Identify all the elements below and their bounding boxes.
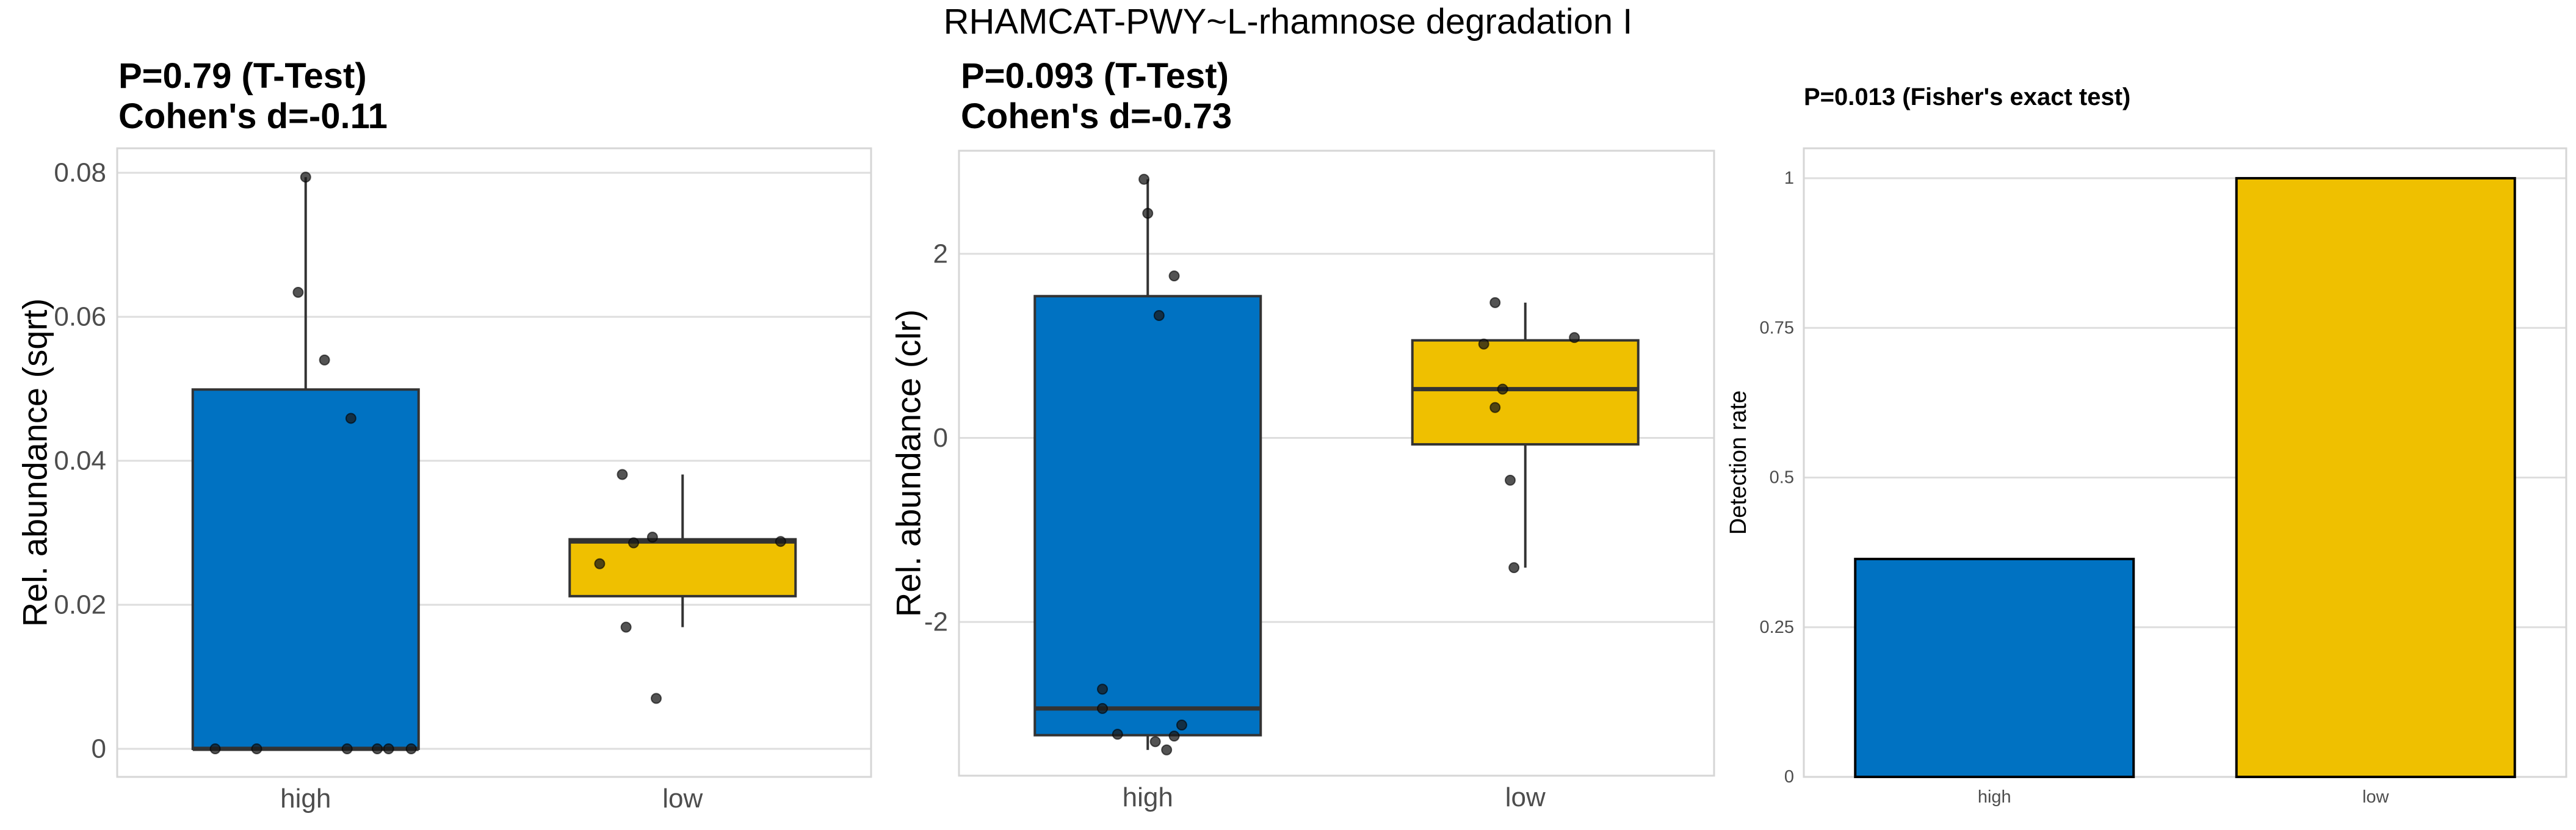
data-point-high (1097, 684, 1109, 695)
panel-2-title: P=0.093 (T-Test) Cohen's d=-0.73 (961, 56, 1232, 137)
data-point-high (319, 354, 330, 366)
panel-2-title-line-2: Cohen's d=-0.73 (961, 96, 1232, 136)
y-axis-title: Detection rate (1726, 391, 1751, 535)
data-point-high (1168, 270, 1180, 282)
y-tick-label: 0.04 (54, 446, 106, 476)
data-point-low (594, 558, 606, 569)
y-axis-title: Rel. abundance (clr) (889, 309, 928, 617)
y-tick-label: 0.08 (54, 158, 106, 188)
plot-frame (958, 150, 1715, 777)
x-tick-label-low: low (662, 784, 703, 814)
data-point-high (372, 743, 383, 754)
bar-high (1854, 557, 2135, 779)
data-point-high (1161, 744, 1173, 756)
y-tick-label: 1 (1784, 168, 1794, 188)
panel-1-title-line-2: Cohen's d=-0.11 (118, 96, 388, 136)
data-point-high (1168, 731, 1180, 742)
y-axis-title: Rel. abundance (sqrt) (16, 298, 54, 627)
y-tick-label: 0.02 (54, 590, 106, 620)
y-tick-label: -2 (924, 607, 948, 637)
data-point-high (292, 286, 304, 298)
box-high (1033, 295, 1262, 737)
box-low (1411, 339, 1640, 446)
data-point-low (1497, 383, 1508, 395)
panel-1-boxplot-sqrt: 0 0.02 0.04 0.06 0.08 Rel. abundance (sqrt) hi… (16, 147, 872, 814)
data-point-low (1478, 338, 1489, 350)
x-tick-label-high: high (1123, 782, 1173, 812)
data-point-high (1112, 729, 1123, 740)
y-tick-label: 2 (933, 239, 948, 269)
data-point-low (646, 532, 658, 543)
panel-3-title: P=0.013 (Fisher's exact test) (1804, 84, 2131, 110)
panel-2-boxplot-clr: -2 0 2 Rel. abundance (clr) high low (889, 150, 1715, 812)
data-point-high (300, 171, 311, 183)
data-point-low (775, 536, 786, 547)
y-tick-label: 0 (92, 734, 106, 763)
plot-frame (116, 147, 872, 778)
data-point-low (1489, 297, 1501, 308)
panel-3-barplot-detection: 0 0.25 0.5 0.75 1 Detection rate high low (1726, 147, 2567, 807)
data-point-low (1508, 562, 1520, 574)
data-point-low (651, 693, 662, 704)
y-tick-label: 0.75 (1760, 318, 1794, 337)
plot-frame (1803, 147, 2567, 778)
panel-1-title: P=0.79 (T-Test) Cohen's d=-0.11 (118, 56, 388, 137)
box-high (191, 388, 420, 750)
data-point-high (345, 413, 356, 424)
data-point-high (1138, 173, 1150, 185)
bar-low (2235, 177, 2516, 778)
panel-1-title-line-1: P=0.79 (T-Test) (118, 56, 367, 96)
y-tick-label: 0 (1784, 767, 1794, 787)
data-point-low (1505, 474, 1516, 486)
x-tick-label-high: high (280, 784, 331, 814)
data-point-high (405, 743, 417, 754)
x-tick-label-low: low (1505, 782, 1546, 812)
data-point-high (1142, 208, 1154, 219)
figure-title: RHAMCAT-PWY~L-rhamnose degradation I (943, 2, 1633, 42)
x-tick-label-low: low (2362, 787, 2390, 807)
x-tick-label-high: high (1978, 787, 2011, 807)
y-tick-label: 0.06 (54, 302, 106, 332)
y-tick-label: 0 (933, 423, 948, 453)
data-point-low (1489, 402, 1501, 413)
data-point-high (1176, 720, 1187, 731)
data-point-low (628, 537, 639, 549)
data-point-high (251, 743, 262, 754)
data-point-high (1097, 702, 1109, 714)
y-tick-label: 0.25 (1760, 618, 1794, 637)
data-point-high (1153, 309, 1165, 321)
panel-2-title-line-1: P=0.093 (T-Test) (961, 56, 1229, 96)
data-point-high (1149, 736, 1161, 748)
box-low (568, 538, 797, 597)
data-point-low (620, 621, 632, 633)
data-point-high (209, 743, 221, 754)
data-point-low (617, 469, 628, 480)
data-point-high (383, 743, 394, 754)
y-tick-label: 0.5 (1770, 468, 1794, 488)
data-point-low (1569, 332, 1580, 344)
data-point-high (341, 743, 353, 754)
